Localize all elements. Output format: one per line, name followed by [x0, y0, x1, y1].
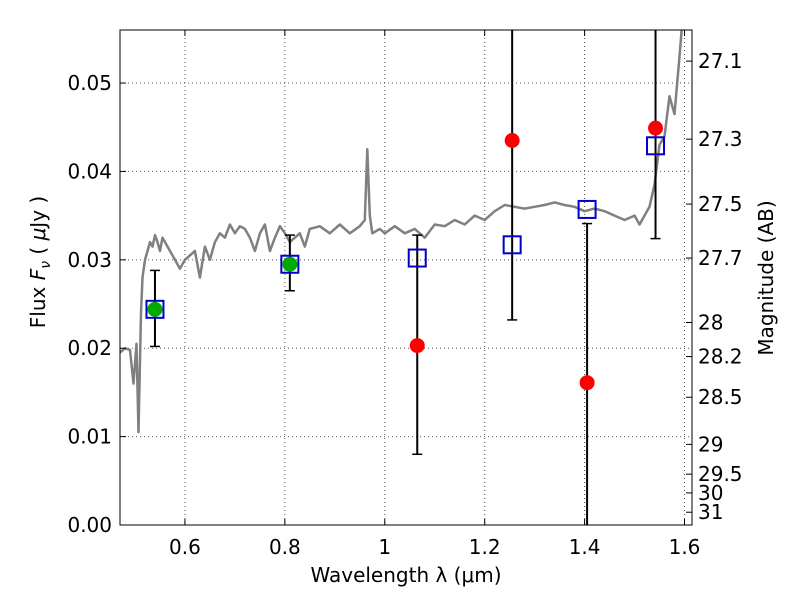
x-tick-label: 1.4: [569, 535, 601, 559]
magnitude-tick-label: 29: [698, 432, 723, 456]
model-flux-square: [577, 199, 597, 219]
observed-upper-point: [409, 338, 425, 354]
observed-upper-point: [579, 375, 595, 391]
observed-detection-point: [282, 256, 298, 272]
observed-points: [147, 120, 664, 391]
y-tick-label: 0.03: [67, 248, 112, 272]
magnitude-tick-label: 28.5: [698, 385, 743, 409]
observed-detection-point: [147, 301, 163, 317]
sed-template-line: [120, 30, 683, 434]
magnitude-tick-label: 28.2: [698, 345, 743, 369]
observed-upper-point: [648, 120, 664, 136]
y2-axis-title: Magnitude (AB): [754, 200, 778, 355]
y-tick-label: 0.04: [67, 159, 112, 183]
y-tick-label: 0.01: [67, 425, 112, 449]
magnitude-tick-label: 29.5: [698, 462, 743, 486]
y-axis-title-part: (: [26, 240, 50, 261]
observed-upper-point: [504, 132, 520, 148]
magnitude-tick-label: 31: [698, 500, 723, 524]
magnitude-tick-label: 27.1: [698, 49, 743, 73]
y-axis-title: Flux Fν ( μJy ): [26, 196, 54, 328]
y-tick-label: 0.00: [67, 513, 112, 537]
x-tick-label: 1.6: [669, 535, 701, 559]
model-flux-square: [407, 248, 427, 268]
sed-layer: [120, 30, 683, 434]
magnitude-tick-label: 27.5: [698, 192, 743, 216]
y-tick-labels: 0.00 0.01 0.02 0.03 0.04 0.05: [67, 71, 112, 537]
model-flux-square: [145, 299, 165, 319]
magnitude-tick-label: 27.7: [698, 246, 743, 270]
y-axis-title-part: Flux: [26, 280, 50, 328]
x-tick-label: 0.6: [169, 535, 201, 559]
y-axis-title-part: Jy ): [26, 196, 50, 230]
magnitude-tick-label: 28: [698, 311, 723, 335]
x-axis-title: Wavelength λ (μm): [310, 563, 501, 587]
grid: [120, 30, 692, 525]
model-points: [145, 136, 666, 319]
x-tick-label: 1.2: [469, 535, 501, 559]
magnitude-tick-label: 27.3: [698, 127, 743, 151]
magnitude-tick-label: 30: [698, 481, 723, 505]
y-tick-label: 0.02: [67, 336, 112, 360]
y-tick-label: 0.05: [67, 71, 112, 95]
ticks: [120, 30, 692, 526]
model-flux-square: [502, 235, 522, 255]
x-tick-label: 1: [378, 535, 391, 559]
x-tick-labels: 0.6 0.8 1 1.2 1.4 1.6: [169, 535, 700, 559]
plot-frame: [119, 29, 693, 526]
y-axis-title-part: F: [26, 268, 50, 280]
y-axis-title-part: ν: [38, 261, 54, 269]
x-tick-label: 0.8: [269, 535, 301, 559]
y-axis-title-part: μ: [26, 228, 50, 242]
model-flux-square: [280, 254, 300, 274]
model-flux-square: [646, 136, 666, 156]
